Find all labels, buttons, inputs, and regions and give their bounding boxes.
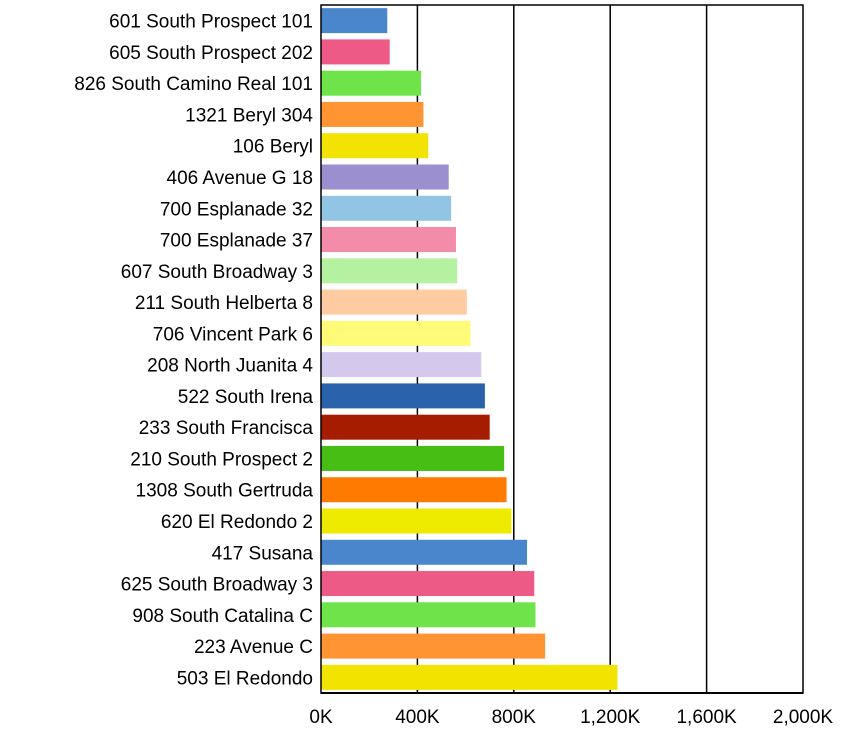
x-tick-label: 1,200K: [580, 707, 641, 728]
bar[interactable]: [321, 633, 546, 659]
category-label: 826 South Camino Real 101: [74, 74, 313, 95]
x-tick-label: 0K: [309, 707, 333, 728]
bar[interactable]: [321, 101, 424, 127]
bar[interactable]: [321, 70, 422, 96]
category-label: 223 Avenue C: [194, 637, 313, 658]
bar[interactable]: [321, 8, 388, 34]
bar[interactable]: [321, 352, 482, 378]
bar[interactable]: [321, 664, 618, 690]
bar[interactable]: [321, 445, 505, 471]
category-label: 908 South Catalina C: [132, 606, 313, 627]
category-label: 601 South Prospect 101: [109, 12, 313, 33]
bars: [321, 8, 618, 690]
category-label: 620 El Redondo 2: [161, 512, 313, 533]
bar[interactable]: [321, 289, 467, 315]
bar[interactable]: [321, 508, 512, 534]
bar[interactable]: [321, 539, 528, 565]
bar[interactable]: [321, 258, 458, 284]
bar[interactable]: [321, 195, 452, 221]
category-label: 210 South Prospect 2: [130, 449, 313, 470]
bar[interactable]: [321, 383, 485, 409]
bar[interactable]: [321, 164, 449, 190]
bar[interactable]: [321, 39, 390, 65]
category-label: 700 Esplanade 32: [160, 199, 313, 220]
bar[interactable]: [321, 571, 535, 597]
category-label: 607 South Broadway 3: [121, 262, 313, 283]
bar[interactable]: [321, 320, 471, 346]
bar[interactable]: [321, 227, 456, 253]
category-label: 1321 Beryl 304: [185, 105, 313, 126]
category-label: 211 South Helberta 8: [135, 293, 313, 314]
bar[interactable]: [321, 602, 536, 628]
category-label: 625 South Broadway 3: [121, 575, 313, 596]
category-label: 233 South Francisca: [139, 418, 314, 439]
bar[interactable]: [321, 477, 507, 503]
x-tick-label: 400K: [395, 707, 440, 728]
x-tick-labels: 0K 400K 800K 1,200K 1,600K 2,000K: [309, 707, 833, 728]
category-label: 406 Avenue G 18: [167, 168, 314, 189]
category-label: 700 Esplanade 37: [160, 231, 313, 252]
category-label: 522 South Irena: [178, 387, 314, 408]
category-label: 706 Vincent Park 6: [153, 324, 313, 345]
category-labels: 601 South Prospect 101 605 South Prospect…: [74, 12, 313, 690]
category-label: 605 South Prospect 202: [109, 43, 313, 64]
bar[interactable]: [321, 133, 429, 159]
category-label: 503 El Redondo: [177, 668, 313, 689]
category-label: 106 Beryl: [233, 137, 313, 158]
x-tick-label: 1,600K: [676, 707, 737, 728]
bar[interactable]: [321, 414, 490, 440]
x-tick-label: 800K: [492, 707, 537, 728]
x-tick-label: 2,000K: [773, 707, 834, 728]
category-label: 417 Susana: [212, 543, 314, 564]
category-label: 1308 South Gertruda: [136, 481, 314, 502]
category-label: 208 North Juanita 4: [147, 356, 313, 377]
